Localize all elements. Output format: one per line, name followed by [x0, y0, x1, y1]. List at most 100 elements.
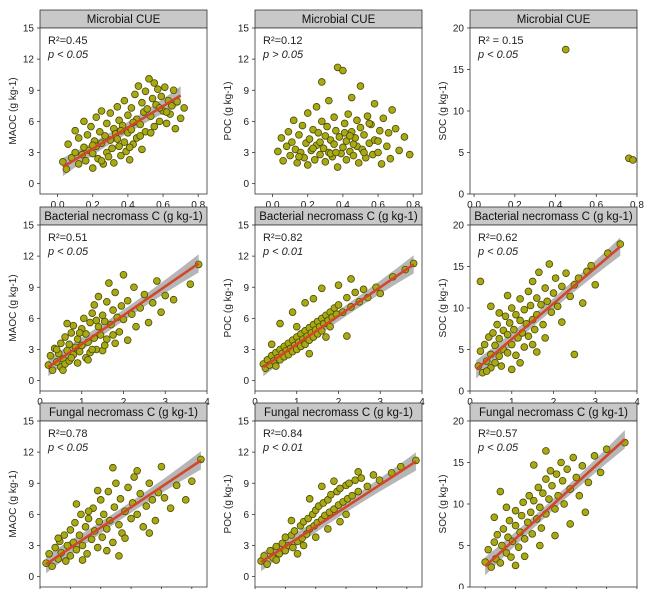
data-point [536, 541, 544, 550]
y-tick-label: 10 [453, 107, 465, 118]
data-point [117, 302, 126, 310]
data-point [587, 261, 595, 270]
data-point [551, 274, 560, 282]
data-point [298, 121, 307, 130]
data-point [348, 491, 356, 500]
data-point [330, 477, 338, 485]
data-point [490, 538, 499, 546]
x-tick-label: 4 [419, 397, 425, 408]
data-point [48, 366, 57, 375]
y-axis-label: MAOC (g kg-1) [8, 274, 19, 341]
x-tick-label: 0 [37, 397, 43, 408]
data-point [157, 308, 165, 316]
y-tick-label: 6 [28, 117, 34, 128]
data-point [566, 292, 574, 301]
y-tick-label: 6 [243, 510, 249, 521]
data-point [116, 495, 125, 503]
data-point [87, 122, 95, 131]
data-point [309, 144, 317, 153]
y-axis-label: MAOC (g kg-1) [8, 470, 19, 537]
data-point [138, 98, 146, 107]
panel-i: Fungal necromass C (g kg-1) R²=0.57 p < 0.… [438, 402, 638, 589]
x-tick-label: 0.6 [589, 200, 603, 211]
data-point [59, 366, 67, 375]
x-tick-label: 0.2 [301, 200, 315, 211]
data-point [73, 359, 82, 367]
r-squared-label: R² = 0.15 [478, 35, 524, 47]
data-point [489, 329, 497, 337]
data-point [148, 299, 157, 307]
data-point [512, 351, 520, 360]
data-point [127, 104, 136, 112]
fit-line [260, 460, 417, 564]
data-point [332, 148, 340, 157]
fit-line [475, 245, 622, 371]
y-axis-label: POC (g kg-1) [223, 475, 234, 534]
data-point [334, 281, 343, 289]
data-point [288, 138, 296, 146]
x-tick-label: 0.0 [266, 200, 280, 211]
data-point [534, 483, 543, 492]
data-point [584, 478, 593, 487]
data-point [356, 123, 365, 132]
y-tick-label: 12 [23, 448, 35, 459]
panel-title: Bacterial necromass C (g kg-1) [259, 211, 418, 223]
x-tick-label: 3 [162, 397, 168, 408]
data-point [117, 151, 125, 160]
data-point [305, 495, 314, 503]
data-point [65, 340, 74, 349]
x-tick-label: 0.4 [549, 200, 563, 211]
data-point [363, 112, 372, 120]
y-axis-label: SOC (g kg-1) [438, 475, 449, 534]
y-tick-label: 15 [23, 417, 35, 428]
data-point [113, 103, 122, 111]
data-point [161, 291, 170, 300]
data-point [480, 340, 489, 349]
data-point [141, 87, 150, 96]
data-point [532, 348, 541, 356]
y-axis-label: POC (g kg-1) [223, 82, 234, 141]
data-point [90, 301, 99, 309]
p-value-label: p < 0.01 [262, 246, 303, 258]
data-point [332, 126, 340, 135]
data-point [524, 332, 533, 341]
data-point [512, 310, 520, 319]
panel-e: Bacterial necromass C (g kg-1) R²=0.82 p <… [223, 206, 425, 408]
data-point [317, 284, 326, 293]
y-tick-label: 6 [28, 510, 34, 521]
data-point [98, 533, 107, 541]
x-tick-label: 1 [509, 397, 515, 408]
data-point [493, 320, 501, 329]
data-point [505, 319, 514, 327]
panel-title: Fungal necromass C (g kg-1) [479, 407, 628, 419]
data-point [157, 462, 166, 471]
x-tick-label: 4 [634, 397, 640, 408]
panel-d: Bacterial necromass C (g kg-1) R²=0.51 p <… [8, 206, 210, 408]
data-point [590, 452, 599, 460]
data-point [316, 138, 324, 146]
data-point [578, 462, 587, 470]
data-point [103, 297, 111, 306]
data-point [125, 155, 134, 164]
data-point [60, 531, 69, 539]
panel-g: Fungal necromass C (g kg-1) R²=0.78 p < 0.… [8, 402, 208, 589]
data-point [347, 93, 356, 102]
data-point [321, 132, 330, 140]
p-value-label: p < 0.01 [262, 442, 303, 454]
data-point [334, 301, 343, 309]
data-point [150, 79, 159, 87]
data-point [168, 102, 176, 110]
data-point [591, 280, 600, 289]
data-point [360, 131, 368, 139]
data-point [539, 489, 547, 498]
y-tick-label: 3 [28, 148, 34, 159]
r-squared-label: R²=0.62 [478, 232, 517, 244]
data-point [558, 318, 566, 326]
data-point [293, 159, 301, 167]
data-point [529, 496, 538, 505]
fit-line [62, 94, 182, 169]
y-axis-label: MAOC (g kg-1) [8, 77, 19, 144]
data-point [133, 466, 141, 475]
data-point [487, 302, 495, 311]
